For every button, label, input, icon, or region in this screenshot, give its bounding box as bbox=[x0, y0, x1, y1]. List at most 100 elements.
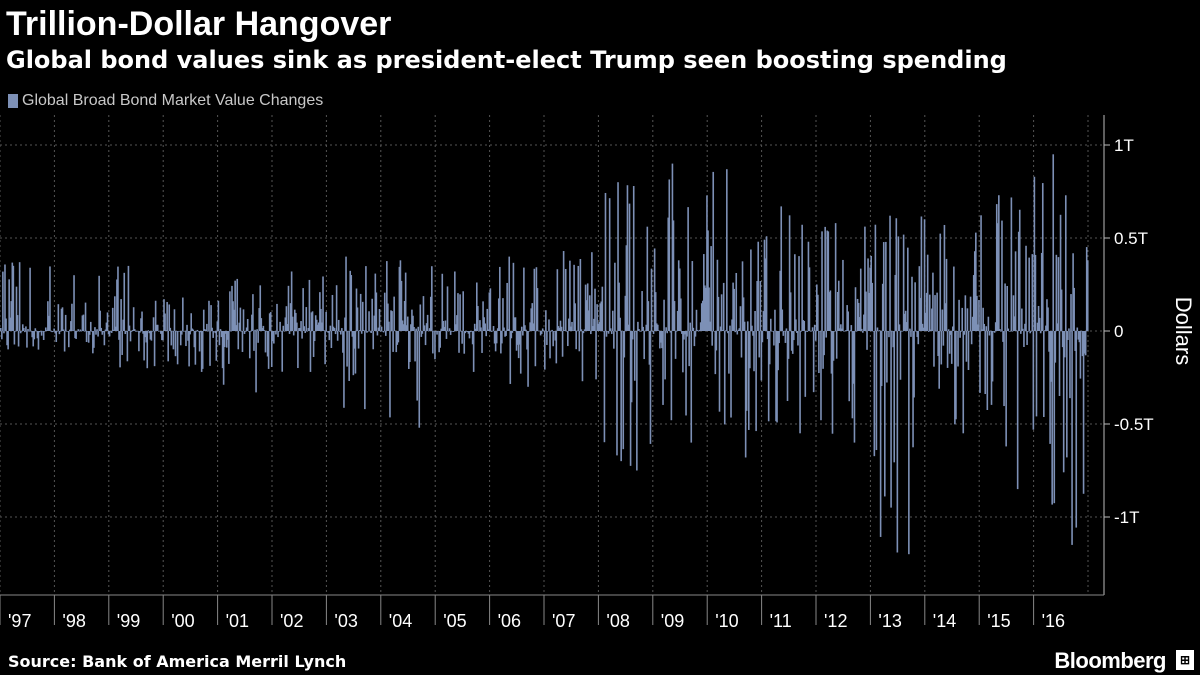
bar bbox=[205, 330, 207, 331]
bar bbox=[422, 296, 425, 331]
bar bbox=[57, 304, 60, 331]
bar bbox=[628, 203, 631, 331]
x-tick-label: '06 bbox=[498, 611, 521, 631]
bar bbox=[355, 288, 358, 331]
bar bbox=[949, 331, 952, 335]
bar bbox=[60, 308, 63, 331]
bar bbox=[1024, 323, 1026, 331]
bar bbox=[472, 331, 475, 372]
bar bbox=[788, 215, 791, 331]
bar bbox=[601, 286, 604, 331]
bar bbox=[723, 331, 726, 425]
bar bbox=[968, 330, 971, 332]
bar bbox=[463, 331, 466, 354]
bar bbox=[926, 254, 929, 331]
bar bbox=[528, 331, 530, 332]
bar bbox=[302, 288, 304, 331]
bar bbox=[938, 331, 940, 389]
bar bbox=[167, 331, 169, 362]
bar bbox=[553, 331, 556, 332]
bar bbox=[262, 325, 265, 331]
bar bbox=[577, 265, 580, 331]
bar bbox=[152, 317, 155, 331]
bar bbox=[1034, 254, 1037, 331]
bar bbox=[952, 326, 954, 331]
bar bbox=[758, 331, 761, 358]
bar bbox=[359, 293, 362, 331]
bar bbox=[701, 300, 704, 331]
bar bbox=[779, 270, 781, 331]
bar bbox=[503, 327, 505, 331]
bar bbox=[108, 331, 111, 337]
bar bbox=[617, 182, 619, 331]
bar bbox=[825, 331, 828, 338]
bar bbox=[846, 305, 848, 331]
bar bbox=[511, 331, 514, 333]
bar bbox=[1071, 331, 1073, 545]
bar bbox=[11, 262, 14, 331]
bar bbox=[154, 300, 157, 331]
bar bbox=[473, 323, 476, 331]
bar bbox=[983, 323, 985, 331]
bar bbox=[746, 321, 749, 331]
bar bbox=[523, 267, 525, 331]
bar bbox=[338, 331, 341, 332]
bar bbox=[305, 307, 308, 331]
bar bbox=[588, 295, 591, 331]
bar bbox=[64, 314, 67, 331]
bar bbox=[729, 325, 731, 331]
bar bbox=[270, 331, 273, 367]
bar bbox=[253, 331, 255, 351]
bar bbox=[460, 331, 462, 332]
bar bbox=[187, 331, 189, 341]
bar bbox=[901, 330, 904, 332]
bar bbox=[39, 331, 42, 332]
bar bbox=[976, 295, 978, 331]
bar bbox=[215, 331, 218, 361]
bar bbox=[670, 331, 673, 421]
bar bbox=[811, 327, 814, 331]
bar bbox=[69, 329, 71, 331]
bar bbox=[251, 314, 253, 331]
bar bbox=[862, 331, 864, 333]
bar bbox=[192, 329, 195, 331]
bar bbox=[367, 331, 369, 332]
bar bbox=[703, 254, 705, 331]
bar bbox=[413, 327, 415, 331]
bar bbox=[212, 331, 214, 338]
bar bbox=[726, 169, 728, 331]
bar bbox=[424, 331, 427, 346]
bar bbox=[744, 331, 747, 458]
bar bbox=[191, 328, 194, 331]
bar bbox=[417, 326, 420, 331]
bar bbox=[237, 331, 240, 350]
bar bbox=[1032, 331, 1035, 430]
bar bbox=[978, 300, 980, 331]
bar bbox=[851, 331, 854, 419]
bar bbox=[719, 326, 722, 331]
bar bbox=[43, 331, 46, 332]
bar bbox=[1, 331, 3, 340]
bar bbox=[8, 279, 10, 331]
bar bbox=[981, 329, 983, 331]
bar bbox=[784, 331, 787, 343]
bar bbox=[134, 331, 137, 332]
bar bbox=[357, 331, 360, 349]
bar bbox=[639, 331, 641, 332]
bar bbox=[209, 331, 211, 366]
x-tick-label: '07 bbox=[552, 611, 575, 631]
bar bbox=[689, 322, 692, 331]
bar bbox=[885, 241, 887, 331]
x-tick-label: '12 bbox=[824, 611, 847, 631]
bar bbox=[529, 322, 531, 331]
bar bbox=[292, 331, 295, 336]
bar bbox=[406, 316, 409, 331]
bar bbox=[540, 331, 543, 334]
bar bbox=[545, 310, 547, 331]
bar bbox=[599, 303, 602, 331]
bar bbox=[118, 331, 120, 340]
bar bbox=[1057, 257, 1060, 331]
bar bbox=[442, 320, 445, 331]
y-axis-label: Dollars bbox=[1171, 297, 1196, 365]
bar bbox=[756, 281, 758, 331]
